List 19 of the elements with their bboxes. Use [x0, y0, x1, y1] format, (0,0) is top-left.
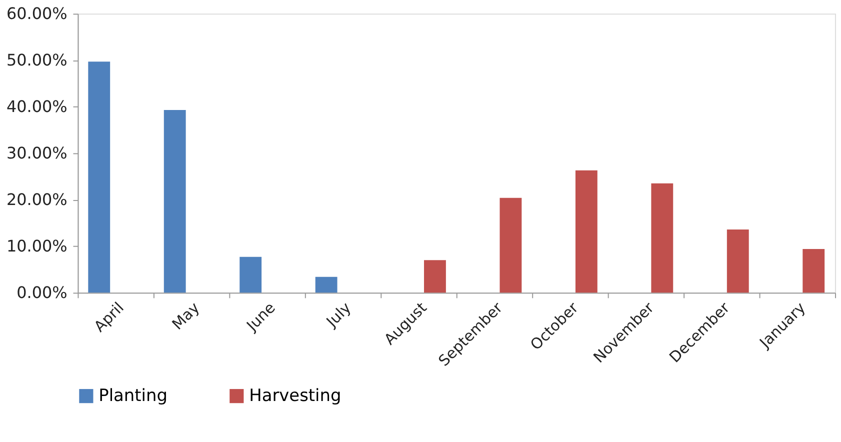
bar [802, 248, 825, 293]
bar [315, 276, 338, 293]
y-tick-label: 20.00% [6, 190, 68, 210]
y-tick-label: 40.00% [6, 97, 68, 116]
bar [424, 260, 446, 293]
y-tick-label: 30.00% [6, 144, 68, 163]
y-tick-label: 60.00% [6, 4, 68, 24]
y-tick-label: 10.00% [6, 236, 68, 256]
bar [240, 256, 262, 293]
bar [88, 62, 110, 293]
y-tick-label: 0.00% [16, 283, 68, 302]
y-tick-label: 50.00% [6, 50, 68, 70]
legend-label: Harvesting [249, 385, 342, 406]
legend-label: Planting [98, 385, 168, 406]
bar [575, 170, 598, 293]
bar [500, 198, 522, 293]
bar [726, 229, 749, 293]
bar [651, 183, 674, 293]
bar [164, 110, 186, 293]
